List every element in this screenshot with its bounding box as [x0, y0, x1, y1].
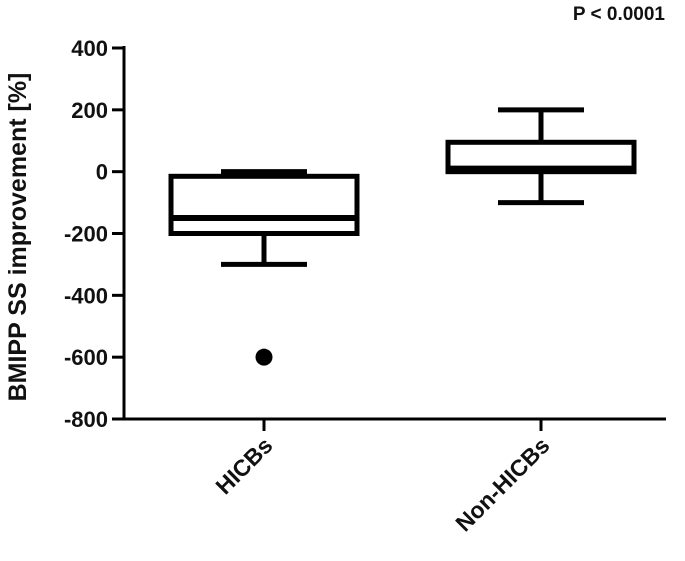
- y-tick-label: -200: [64, 222, 108, 247]
- y-tick-label: -600: [64, 345, 108, 370]
- x-tick-label: Non-HICBs: [450, 432, 554, 536]
- y-axis-label: BMIPP SS improvement [%]: [4, 73, 32, 402]
- box-hicbs: [168, 169, 360, 366]
- y-tick-label: -400: [64, 283, 108, 308]
- box-iqr: [168, 173, 360, 237]
- p-value-annotation: P < 0.0001: [572, 4, 665, 25]
- y-tick-label: 200: [71, 98, 108, 123]
- plot-area: [168, 107, 637, 366]
- outlier-point: [255, 348, 273, 366]
- y-tick-label: -800: [64, 407, 108, 432]
- x-tick-label: HICBs: [210, 432, 277, 499]
- y-tick-label: 400: [71, 36, 108, 61]
- box-non-hicbs: [445, 107, 637, 206]
- y-tick-label: 0: [96, 160, 108, 185]
